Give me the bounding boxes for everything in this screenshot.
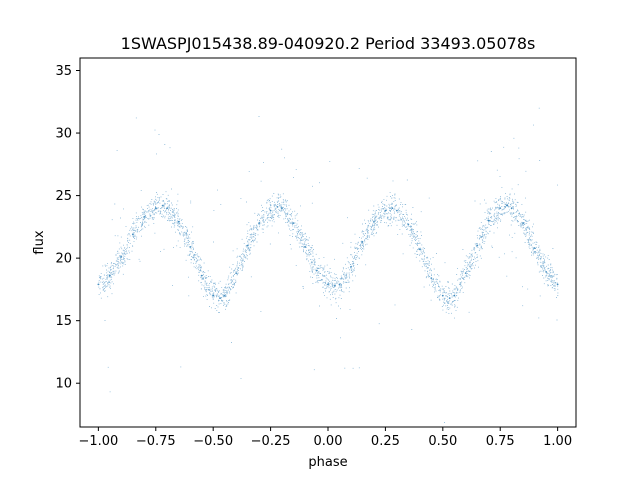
data-point <box>373 220 375 223</box>
data-points <box>97 107 559 423</box>
data-point <box>281 207 283 210</box>
data-point <box>120 255 123 258</box>
data-point <box>189 245 192 248</box>
data-point <box>464 272 467 275</box>
data-point <box>499 207 502 210</box>
data-point <box>391 207 394 210</box>
x-tick-label: 0.50 <box>428 434 457 449</box>
data-point <box>533 247 536 250</box>
data-point <box>269 209 272 212</box>
data-point <box>453 294 456 297</box>
data-point <box>487 219 490 222</box>
x-axis-label: phase <box>308 455 347 470</box>
data-point <box>430 277 433 280</box>
data-point <box>327 283 329 286</box>
chart-title: 1SWASPJ015438.89-040920.2 Period 33493.0… <box>121 34 536 53</box>
data-point <box>131 233 134 236</box>
data-point <box>407 223 410 226</box>
data-point <box>384 209 387 212</box>
data-point <box>223 294 226 297</box>
data-point <box>448 297 451 300</box>
data-point <box>219 297 221 300</box>
data-point <box>350 265 352 268</box>
y-tick-label: 25 <box>55 189 72 204</box>
data-point <box>304 245 306 248</box>
x-tick-label: 0.75 <box>486 434 515 449</box>
data-point <box>333 284 336 287</box>
data-point <box>338 283 341 286</box>
data-point <box>161 204 164 207</box>
data-point <box>510 207 513 210</box>
data-point <box>522 222 525 225</box>
x-axis-ticks: −1.00 −0.75 −0.50 −0.25 0.00 0.25 0.50 0.75 1.00 <box>78 427 572 449</box>
data-point <box>154 207 157 210</box>
data-point <box>200 274 203 277</box>
data-point <box>258 222 261 225</box>
data-point <box>361 240 364 243</box>
data-point <box>177 220 180 223</box>
axes-frame <box>79 57 577 428</box>
data-point <box>395 209 398 212</box>
data-point <box>143 215 146 218</box>
y-tick-label: 10 <box>55 377 72 392</box>
data-point <box>441 294 444 297</box>
data-point <box>476 244 479 247</box>
data-point <box>418 248 421 251</box>
y-axis-label: flux <box>32 230 47 254</box>
data-point <box>292 222 295 225</box>
x-tick-label: 0.00 <box>314 434 343 449</box>
data-point <box>545 270 548 273</box>
y-tick-label: 30 <box>55 127 72 142</box>
y-tick-label: 35 <box>55 64 72 79</box>
x-tick-label: −1.00 <box>78 434 118 449</box>
data-point <box>276 205 279 208</box>
data-point <box>166 207 169 210</box>
x-tick-label: −0.75 <box>136 434 176 449</box>
y-tick-label: 20 <box>55 252 72 267</box>
x-tick-label: 1.00 <box>543 434 572 449</box>
data-point <box>212 294 215 297</box>
data-point <box>108 274 111 277</box>
data-point <box>246 244 249 247</box>
y-tick-label: 15 <box>55 314 72 329</box>
data-point <box>315 269 318 272</box>
data-point <box>556 283 559 286</box>
data-point <box>506 204 509 207</box>
data-point <box>97 283 100 286</box>
x-tick-label: −0.50 <box>193 434 233 449</box>
data-point <box>235 272 238 275</box>
x-tick-label: 0.25 <box>371 434 400 449</box>
x-tick-label: −0.25 <box>251 434 291 449</box>
y-axis-ticks: 10 15 20 25 30 35 <box>55 64 80 392</box>
data-point-cloud <box>98 107 559 423</box>
